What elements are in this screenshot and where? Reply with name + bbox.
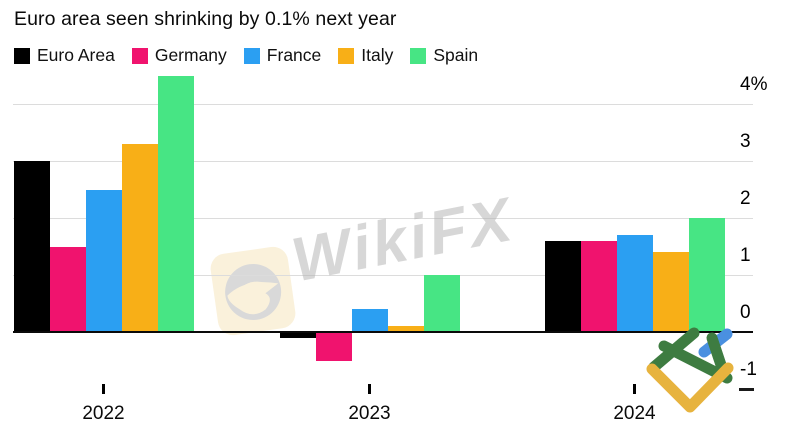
bar-germany-2023 [315, 332, 352, 361]
y-axis-label-4%: 4% [740, 74, 768, 95]
y-axis-label--1: -1 [740, 359, 757, 380]
bar-france-2023 [351, 309, 388, 332]
wikifx-logo-green-stroke-3 [706, 332, 729, 377]
gridline-1 [13, 274, 753, 276]
gridline-2 [13, 217, 753, 219]
legend-item-germany: Germany [131, 45, 227, 66]
bar-germany-2024 [580, 240, 617, 332]
x-axis-label-2022: 2022 [82, 403, 125, 424]
gridline-stub--1 [739, 388, 754, 391]
legend-item-italy: Italy [338, 45, 393, 66]
legend-swatch-icon [338, 47, 355, 64]
chart-title: Euro area seen shrinking by 0.1% next ye… [14, 8, 397, 30]
bar-france-2022 [85, 189, 122, 332]
gridline-4% [13, 103, 753, 105]
wikifx-logo-gold-check [646, 362, 734, 413]
bar-france-2024 [616, 235, 653, 332]
legend-label: France [266, 45, 322, 65]
legend-label: Spain [433, 45, 479, 65]
chart-legend: Euro Area Germany France Italy Spain [14, 45, 478, 66]
bar-germany-2022 [49, 246, 86, 332]
legend-swatch-icon [131, 47, 148, 64]
bar-italy-2024 [652, 252, 689, 332]
y-axis-label-3: 3 [740, 131, 751, 152]
y-axis-label-0: 0 [740, 302, 751, 323]
wikifx-watermark-text: WikiFX [286, 184, 520, 296]
legend-swatch-icon [410, 47, 427, 64]
legend-label: Euro Area [37, 45, 115, 65]
x-tick-2023 [368, 384, 371, 394]
bar-italy-2023 [387, 326, 424, 332]
x-tick-2022 [102, 384, 105, 394]
x-axis-label-2024: 2024 [613, 403, 656, 424]
bar-euro-area-2024 [544, 240, 581, 332]
wikifx-lion-watermark-icon [210, 246, 296, 336]
bar-spain-2024 [688, 218, 725, 332]
legend-item-france: France [243, 45, 322, 66]
legend-item-spain: Spain [410, 45, 478, 66]
gridline-3 [13, 160, 753, 162]
legend-swatch-icon [243, 47, 260, 64]
legend-label: Italy [361, 45, 394, 65]
legend-label: Germany [154, 45, 227, 65]
bar-spain-2023 [423, 275, 460, 332]
bar-spain-2022 [157, 75, 194, 332]
y-axis-label-2: 2 [740, 188, 751, 209]
bar-euro-area-2023 [279, 332, 316, 338]
x-axis-label-2023: 2023 [348, 403, 391, 424]
wikifx-logo [646, 327, 734, 413]
y-axis-label-1: 1 [740, 245, 751, 266]
x-tick-2024 [633, 384, 636, 394]
x-axis-zero-line [13, 331, 753, 333]
bar-euro-area-2022 [13, 161, 50, 332]
bar-italy-2022 [121, 143, 158, 332]
legend-swatch-icon [14, 47, 30, 64]
legend-item-euro-area: Euro Area [14, 45, 115, 66]
